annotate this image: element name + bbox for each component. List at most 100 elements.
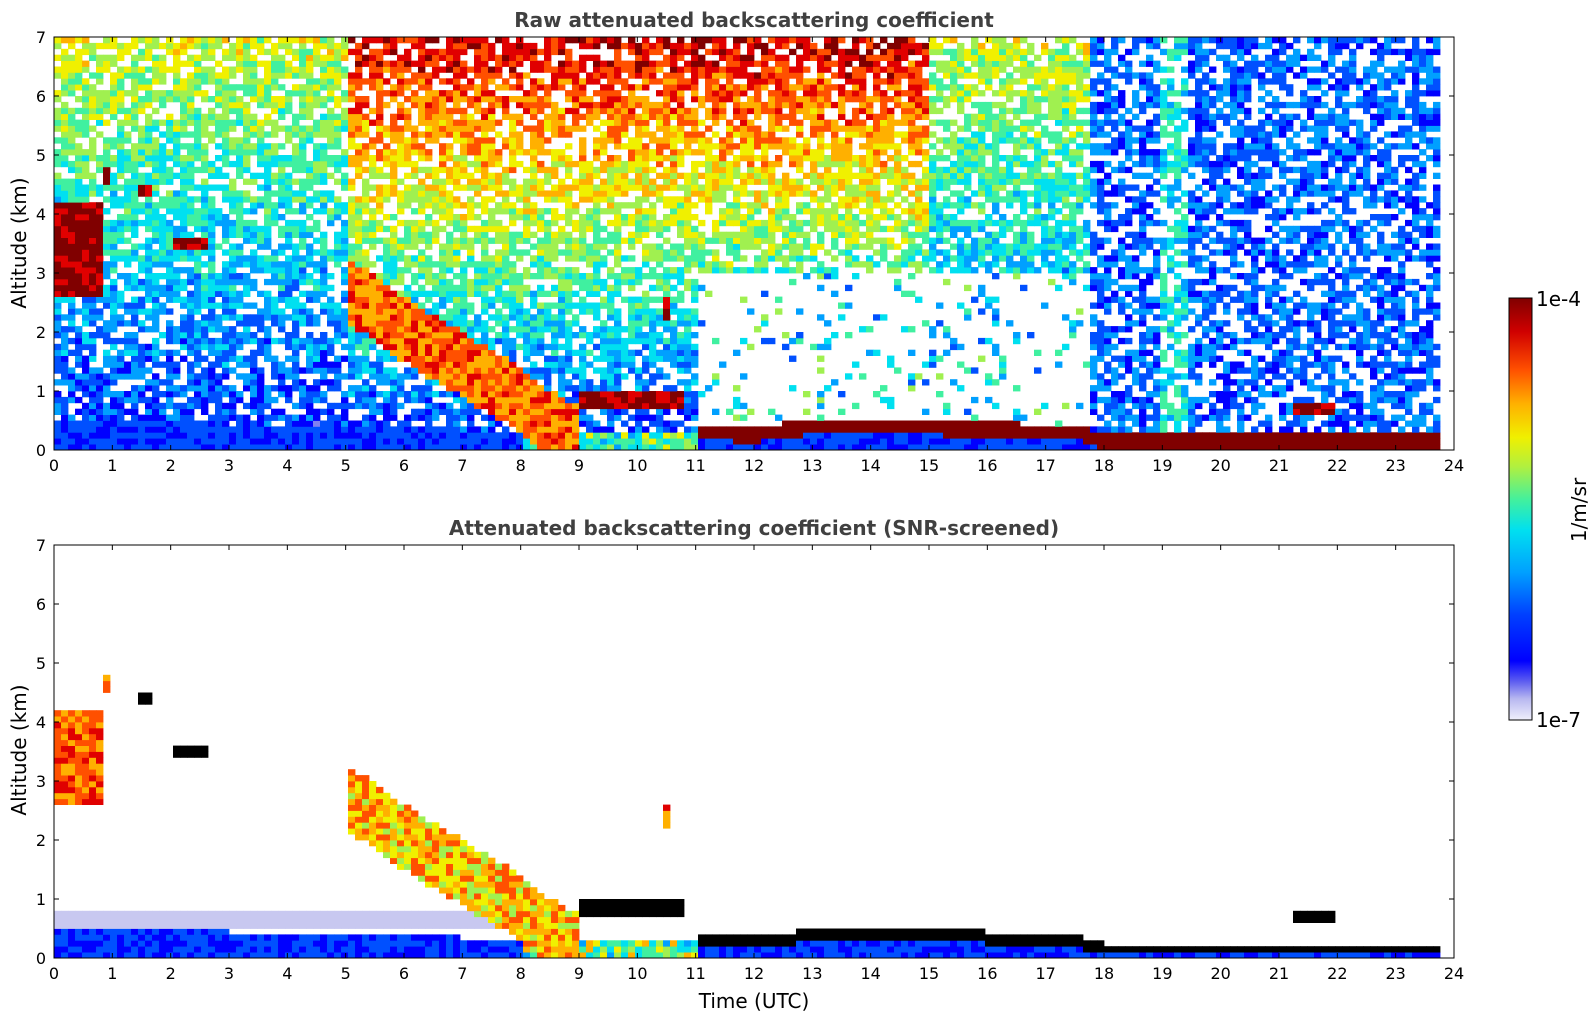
heatmap-cell	[607, 202, 615, 209]
heatmap-cell	[208, 237, 216, 244]
heatmap-cell	[68, 379, 76, 386]
heatmap-cell	[628, 42, 636, 50]
heatmap-cell	[306, 314, 314, 321]
heatmap-cell	[180, 190, 188, 197]
heatmap-cell	[327, 284, 335, 292]
heatmap-cell	[222, 214, 230, 221]
heatmap-cell	[327, 367, 335, 374]
heatmap-cell	[446, 326, 454, 333]
heatmap-cell	[663, 337, 671, 345]
heatmap-cell	[61, 160, 69, 168]
heatmap-cell	[124, 48, 132, 56]
heatmap-cell	[446, 190, 454, 197]
heatmap-cell	[607, 231, 615, 238]
heatmap-cell	[376, 379, 384, 386]
heatmap-cell	[488, 42, 496, 50]
heatmap-cell	[166, 208, 174, 215]
heatmap-cell	[292, 113, 300, 120]
heatmap-cell	[110, 249, 118, 256]
heatmap-cell	[61, 355, 69, 362]
heatmap-cell	[180, 255, 188, 262]
heatmap-cell	[96, 290, 104, 297]
heatmap-cell	[103, 184, 111, 191]
heatmap-cell	[649, 155, 657, 162]
heatmap-cell	[572, 219, 580, 227]
heatmap-cell	[467, 119, 475, 126]
heatmap-cell	[523, 355, 531, 362]
heatmap-cell	[180, 225, 188, 233]
heatmap-cell	[621, 296, 629, 303]
heatmap-cell	[376, 408, 384, 415]
heatmap-cell	[320, 66, 328, 73]
heatmap-cell	[649, 314, 657, 321]
heatmap-cell	[495, 184, 503, 191]
heatmap-cell	[684, 355, 692, 362]
heatmap-cell	[222, 284, 230, 292]
heatmap-cell	[89, 143, 97, 150]
heatmap-cell	[677, 78, 685, 85]
heatmap-cell	[215, 426, 223, 433]
heatmap-cell	[614, 184, 622, 191]
heatmap-cell	[677, 355, 685, 362]
heatmap-cell	[397, 402, 405, 410]
heatmap-cell	[670, 444, 678, 450]
heatmap-cell	[327, 160, 335, 168]
heatmap-cell	[530, 432, 538, 439]
heatmap-cell	[222, 326, 230, 333]
heatmap-cell	[341, 113, 349, 120]
heatmap-cell	[124, 208, 132, 215]
heatmap-cell	[257, 432, 265, 439]
heatmap-cell	[467, 160, 475, 168]
heatmap-cell	[628, 426, 636, 433]
heatmap-cell	[152, 37, 160, 44]
heatmap-cell	[201, 402, 209, 410]
heatmap-cell	[453, 379, 461, 386]
heatmap-cell	[593, 278, 601, 286]
heatmap-cell	[376, 391, 384, 398]
heatmap-cell	[453, 84, 461, 91]
heatmap-cell	[201, 379, 209, 386]
heatmap-cell	[264, 355, 272, 362]
heatmap-cell	[397, 355, 405, 362]
heatmap-cell	[222, 37, 230, 44]
heatmap-cell	[299, 96, 307, 103]
heatmap-cell	[586, 160, 594, 168]
heatmap-cell	[537, 261, 545, 268]
heatmap-cell	[467, 444, 475, 450]
heatmap-cell	[572, 66, 580, 73]
heatmap-cell	[684, 308, 692, 315]
heatmap-cell	[614, 314, 622, 321]
heatmap-cell	[320, 379, 328, 386]
heatmap-cell	[432, 278, 440, 286]
heatmap-cell	[537, 396, 545, 404]
heatmap-cell	[418, 290, 426, 297]
heatmap-cell	[292, 190, 300, 197]
heatmap-cell	[264, 349, 272, 356]
heatmap-cell	[523, 214, 531, 221]
heatmap-cell	[306, 37, 314, 44]
heatmap-cell	[271, 119, 279, 126]
heatmap-cell	[425, 54, 433, 61]
heatmap-cell	[306, 343, 314, 351]
heatmap-cell	[355, 426, 363, 433]
heatmap-cell	[145, 219, 153, 227]
heatmap-cell	[173, 42, 181, 50]
heatmap-cell	[110, 355, 118, 362]
heatmap-cell	[663, 237, 671, 244]
heatmap-cell	[201, 160, 209, 168]
heatmap-cell	[250, 149, 258, 156]
heatmap-cell	[628, 337, 636, 345]
heatmap-cell	[194, 296, 202, 303]
heatmap-cell	[579, 214, 587, 221]
heatmap-cell	[474, 66, 482, 73]
heatmap-cell	[75, 107, 83, 115]
heatmap-cell	[684, 349, 692, 356]
heatmap-cell	[649, 402, 657, 410]
heatmap-cell	[460, 355, 468, 362]
heatmap-cell	[439, 373, 447, 380]
heatmap-cell	[474, 54, 482, 61]
heatmap-cell	[523, 149, 531, 156]
heatmap-cell	[264, 214, 272, 221]
heatmap-cell	[481, 379, 489, 386]
heatmap-cell	[110, 408, 118, 415]
